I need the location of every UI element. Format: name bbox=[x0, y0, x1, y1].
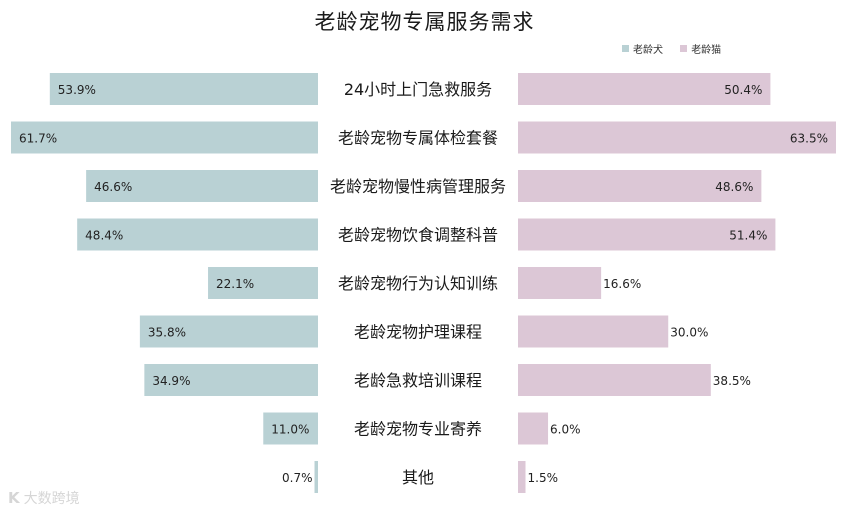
bar-dog-4 bbox=[208, 267, 318, 299]
legend-swatch-dog bbox=[622, 45, 629, 52]
bar-dog-2 bbox=[86, 170, 318, 202]
data-label-cat-5: 30.0% bbox=[670, 326, 708, 340]
bar-cat-5 bbox=[518, 315, 669, 348]
category-label-6: 老龄急救培训课程 bbox=[354, 371, 482, 390]
bar-cat-7 bbox=[518, 412, 549, 445]
category-label-8: 其他 bbox=[402, 468, 434, 487]
data-label-dog-2: 46.6% bbox=[94, 180, 132, 194]
category-label-0: 24小时上门急救服务 bbox=[344, 80, 492, 99]
data-label-dog-3: 48.4% bbox=[85, 229, 123, 243]
legend-label-dog: 老龄犬 bbox=[633, 45, 663, 56]
legend-label-cat: 老龄猫 bbox=[691, 45, 722, 56]
data-label-cat-0: 50.4% bbox=[724, 83, 762, 97]
bar-dog-6 bbox=[144, 364, 318, 396]
data-label-dog-7: 11.0% bbox=[271, 423, 309, 437]
bar-cat-1 bbox=[518, 121, 836, 154]
watermark: K 大数跨境 bbox=[8, 488, 80, 508]
legend-item-dog: 老龄犬 bbox=[622, 41, 663, 56]
data-label-dog-8: 0.7% bbox=[282, 471, 313, 485]
watermark-text: 大数跨境 bbox=[23, 491, 80, 507]
category-label-1: 老龄宠物专属体检套餐 bbox=[338, 129, 498, 148]
chart-title: 老龄宠物专属服务需求 bbox=[314, 10, 535, 34]
category-label-4: 老龄宠物行为认知训练 bbox=[338, 274, 498, 293]
data-label-cat-4: 16.6% bbox=[603, 277, 641, 291]
data-label-dog-1: 61.7% bbox=[19, 132, 57, 146]
data-label-dog-0: 53.9% bbox=[58, 83, 96, 97]
legend: 老龄犬 老龄猫 bbox=[622, 41, 735, 56]
bar-cat-3 bbox=[518, 218, 776, 251]
data-label-cat-8: 1.5% bbox=[528, 471, 559, 485]
data-label-cat-1: 63.5% bbox=[790, 132, 828, 146]
data-label-cat-3: 51.4% bbox=[729, 229, 767, 243]
bar-dog-7 bbox=[263, 412, 318, 445]
bar-dog-0 bbox=[49, 73, 319, 105]
category-label-7: 老龄宠物专业寄养 bbox=[354, 420, 482, 439]
bar-dog-1 bbox=[11, 121, 318, 154]
category-label-5: 老龄宠物护理课程 bbox=[354, 323, 482, 342]
data-label-dog-4: 22.1% bbox=[216, 277, 254, 291]
category-label-3: 老龄宠物饮食调整科普 bbox=[338, 226, 498, 245]
data-label-cat-2: 48.6% bbox=[715, 180, 753, 194]
category-label-2: 老龄宠物慢性病管理服务 bbox=[330, 177, 506, 196]
bar-cat-0 bbox=[518, 73, 771, 105]
bar-dog-5 bbox=[139, 315, 318, 348]
bar-cat-8 bbox=[518, 461, 526, 493]
bar-dog-8 bbox=[314, 461, 318, 493]
bar-cat-2 bbox=[518, 170, 762, 202]
data-label-cat-6: 38.5% bbox=[713, 374, 751, 388]
bar-cat-6 bbox=[518, 364, 711, 396]
data-label-dog-5: 35.8% bbox=[148, 326, 186, 340]
data-label-dog-6: 34.9% bbox=[152, 374, 190, 388]
bar-dog-3 bbox=[77, 218, 318, 251]
legend-item-cat: 老龄猫 bbox=[680, 41, 721, 56]
legend-swatch-cat bbox=[680, 45, 688, 52]
data-label-cat-7: 6.0% bbox=[550, 423, 581, 437]
watermark-logo-icon: K bbox=[8, 489, 20, 507]
bar-cat-4 bbox=[518, 267, 602, 299]
